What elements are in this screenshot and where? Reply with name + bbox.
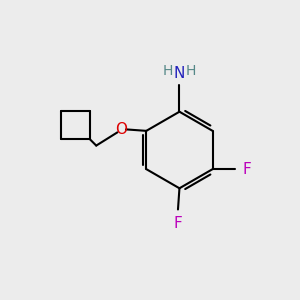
Text: H: H [186, 64, 196, 78]
Text: N: N [174, 66, 185, 81]
Text: F: F [242, 162, 251, 177]
Text: F: F [174, 216, 182, 231]
Text: O: O [115, 122, 127, 137]
Text: H: H [163, 64, 173, 78]
